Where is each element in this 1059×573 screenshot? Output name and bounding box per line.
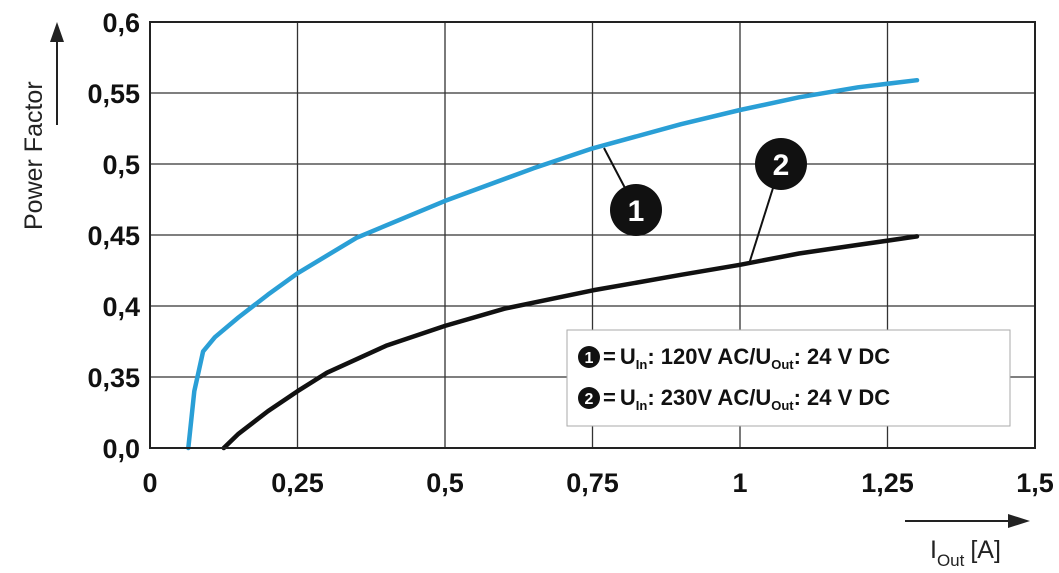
series-layer (186, 77, 920, 451)
legend-marker-2-num: 2 (585, 391, 594, 408)
x-tick-label: 0,5 (426, 468, 464, 498)
series-2-line (221, 234, 920, 451)
legend-2-eq: = (603, 385, 616, 410)
callout-1-leader (603, 147, 626, 189)
x-axis-label-sub: Out (937, 551, 965, 570)
legend-marker-2 (578, 387, 600, 409)
legend-marker-1-num: 1 (585, 350, 594, 367)
legend-marker-1 (578, 346, 600, 368)
legend-1-u: U (620, 344, 636, 369)
y-tick-label: 0,6 (102, 8, 140, 38)
legend-entry-1-text: = UIn: 120V AC/UOut: 24 V DC (603, 344, 890, 372)
callout-2-num: 2 (773, 149, 790, 182)
x-tick-label: 1,5 (1016, 468, 1054, 498)
x-axis-label-unit: [A] (970, 536, 1001, 564)
x-axis-label: IOut [A] (930, 536, 1001, 570)
x-axis-label-group: IOut [A] (905, 514, 1030, 570)
legend-box (566, 329, 1011, 427)
y-axis-label: Power Factor (20, 81, 48, 230)
y-tick-label: 0,0 (102, 434, 140, 464)
legend-2-end: : 24 V DC (794, 385, 891, 410)
callout-2-badge (755, 138, 807, 190)
legend-2-mid: : 230V AC/U (647, 385, 771, 410)
callout-2-leader (748, 187, 774, 265)
legend-2-in-sub: In (636, 398, 648, 413)
series-1-line (186, 77, 920, 451)
legend-1-mid: : 120V AC/U (647, 344, 771, 369)
y-axis-label-group: Power Factor (20, 22, 64, 230)
y-tick-label: 0,4 (102, 292, 140, 322)
y-tick-label: 0,55 (87, 79, 140, 109)
legend-entry-2-text: = UIn: 230V AC/UOut: 24 V DC (603, 385, 890, 413)
plot-border (149, 21, 1036, 449)
x-tick-label: 1,25 (861, 468, 914, 498)
callout-1-num: 1 (628, 195, 645, 228)
legend-2-u: U (620, 385, 636, 410)
legend-1-eq: = (603, 344, 616, 369)
legend-2-out-sub: Out (771, 398, 794, 413)
callout-1-badge (610, 184, 662, 236)
x-axis-label-main: I (930, 536, 937, 564)
x-tick-label: 0 (142, 468, 157, 498)
legend-1-out-sub: Out (771, 357, 794, 372)
callout-1: 1 (603, 147, 662, 236)
y-tick-label: 0,5 (102, 150, 140, 180)
y-tick-label: 0,45 (87, 221, 140, 251)
y-axis-arrowhead (50, 22, 64, 42)
legend-1-in-sub: In (636, 357, 648, 372)
legend-entry-2: 2 = UIn: 230V AC/UOut: 24 V DC (578, 385, 890, 413)
x-tick-label: 0,75 (566, 468, 619, 498)
callout-2: 2 (748, 138, 807, 265)
legend-1-end: : 24 V DC (794, 344, 891, 369)
y-tick-label: 0,35 (87, 363, 140, 393)
tick-labels: 0 0,25 0,5 0,75 1 1,25 1,5 0,0 0,35 0,4 0,45 0,5 0,5… (87, 8, 1053, 498)
plot-frame (149, 21, 1036, 449)
x-axis-arrowhead (1008, 514, 1030, 528)
legend-entry-1: 1 = UIn: 120V AC/UOut: 24 V DC (578, 344, 890, 372)
x-tick-label: 0,25 (271, 468, 324, 498)
legend: 1 = UIn: 120V AC/UOut: 24 V DC 2 = UIn: 23… (566, 329, 1011, 427)
x-tick-label: 1 (732, 468, 747, 498)
